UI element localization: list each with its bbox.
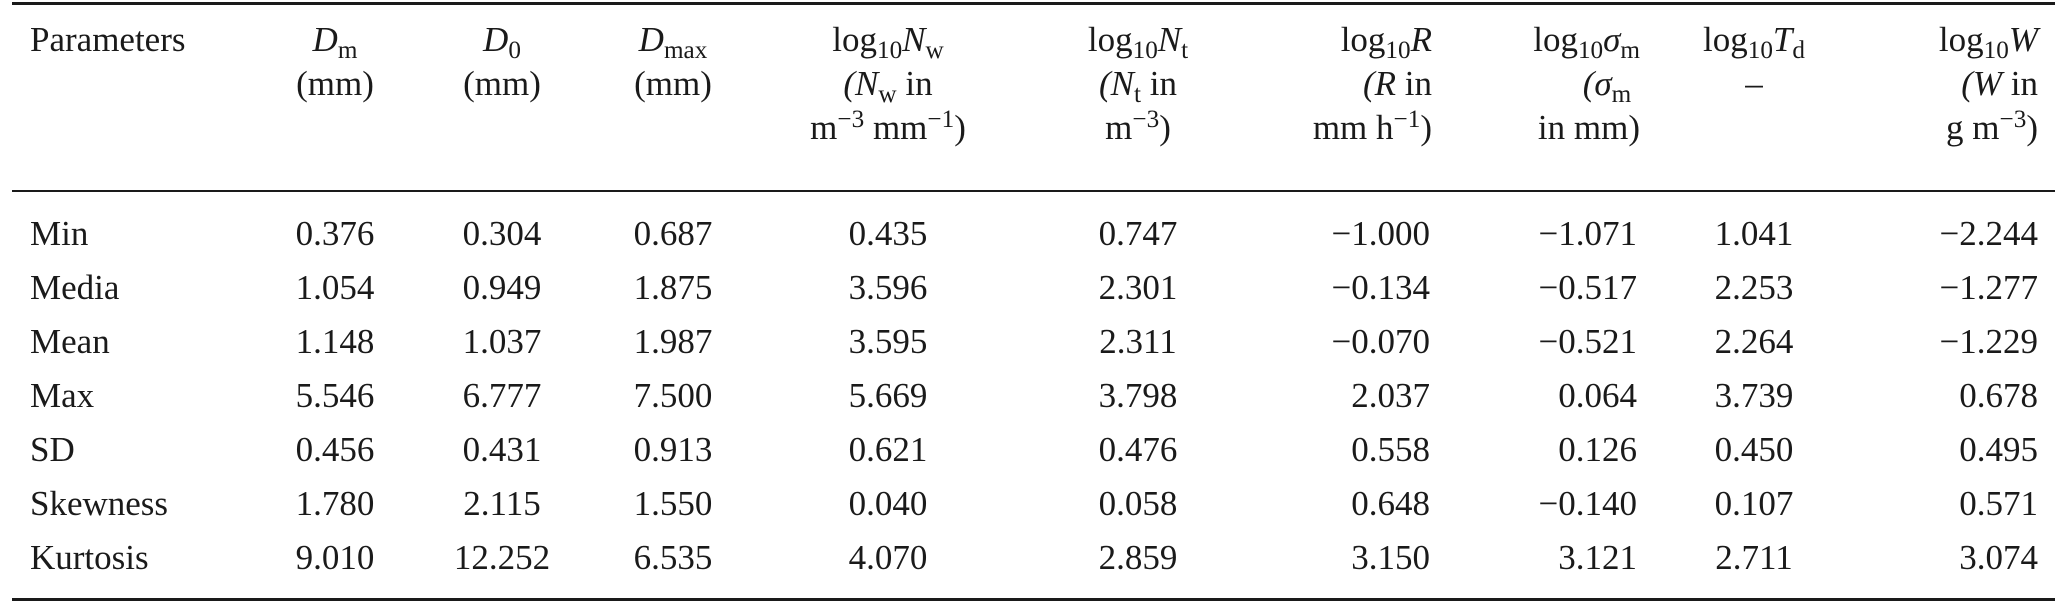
cell-log-r: 0.558 (1351, 430, 1430, 469)
cell-log-r: 3.150 (1351, 538, 1430, 577)
cell-dm: 5.546 (295, 376, 375, 415)
cell-dmax: 1.550 (633, 484, 713, 523)
cell-dmax: 1.875 (633, 268, 713, 307)
header-log-w: log10W (W in g m−3) (1938, 20, 2038, 147)
cell-log-nw: 0.435 (848, 214, 928, 253)
cell-d0: 0.431 (462, 430, 542, 469)
row-label: SD (30, 430, 75, 469)
cell-dmax: 0.913 (633, 430, 713, 469)
cell-dm: 0.456 (295, 430, 375, 469)
cell-d0: 6.777 (462, 376, 542, 415)
row-label: Skewness (30, 484, 169, 523)
cell-log-r: −0.070 (1331, 322, 1431, 361)
cell-dmax: 7.500 (633, 376, 713, 415)
cell-log-r: −0.134 (1331, 268, 1431, 307)
cell-log-r: 0.648 (1351, 484, 1430, 523)
cell-log-td: 2.253 (1714, 268, 1794, 307)
cell-log-w: −2.244 (1939, 214, 2039, 253)
cell-dm: 1.054 (295, 268, 375, 307)
cell-log-td: 2.711 (1715, 538, 1793, 577)
cell-dm: 1.780 (295, 484, 375, 523)
cell-d0: 2.115 (463, 484, 541, 523)
cell-log-sigma-m: 0.126 (1558, 430, 1637, 469)
row-label: Kurtosis (30, 538, 149, 577)
cell-log-nw: 0.040 (848, 484, 928, 523)
cell-log-w: −1.229 (1939, 322, 2039, 361)
cell-log-nw: 0.621 (848, 430, 928, 469)
cell-log-nw: 4.070 (848, 538, 928, 577)
cell-log-r: −1.000 (1331, 214, 1431, 253)
cell-d0: 0.949 (462, 268, 542, 307)
cell-log-nt: 2.311 (1099, 322, 1177, 361)
cell-dm: 0.376 (295, 214, 375, 253)
cell-log-td: 0.450 (1714, 430, 1794, 469)
cell-log-w: 0.571 (1959, 484, 2038, 523)
cell-log-nw: 3.595 (848, 322, 928, 361)
cell-d0: 12.252 (453, 538, 551, 577)
header-log-sigma-m: log10σm (σm in mm) (1533, 20, 1640, 147)
header-log-r: log10R (R in mm h−1) (1312, 20, 1432, 147)
table-header-rule (12, 190, 2055, 192)
row-label: Min (30, 214, 89, 253)
cell-log-nt: 0.747 (1098, 214, 1178, 253)
cell-log-r: 2.037 (1351, 376, 1430, 415)
cell-log-td: 1.041 (1714, 214, 1794, 253)
row-label: Mean (30, 322, 110, 361)
cell-log-nw: 3.596 (848, 268, 928, 307)
table-top-rule (12, 2, 2055, 5)
cell-log-w: −1.277 (1939, 268, 2039, 307)
cell-log-sigma-m: 3.121 (1558, 538, 1637, 577)
cell-d0: 0.304 (462, 214, 542, 253)
cell-dm: 1.148 (295, 322, 375, 361)
cell-log-sigma-m: 0.064 (1558, 376, 1637, 415)
cell-log-sigma-m: −0.140 (1538, 484, 1638, 523)
cell-log-w: 0.678 (1959, 376, 2038, 415)
header-dmax: Dmax (mm) (634, 20, 712, 103)
table-bottom-rule (12, 598, 2055, 601)
row-label: Max (30, 376, 95, 415)
cell-log-nt: 0.058 (1098, 484, 1178, 523)
row-label: Media (30, 268, 120, 307)
header-log-nt: log10Nt (Nt in m−3) (1087, 20, 1189, 147)
cell-log-td: 0.107 (1714, 484, 1794, 523)
cell-dm: 9.010 (295, 538, 375, 577)
header-d0: D0 (mm) (463, 20, 541, 103)
cell-log-sigma-m: −0.517 (1538, 268, 1638, 307)
header-parameters: Parameters (30, 20, 186, 59)
cell-log-nw: 5.669 (848, 376, 928, 415)
cell-log-w: 0.495 (1959, 430, 2038, 469)
cell-log-nt: 2.859 (1098, 538, 1178, 577)
header-dm: Dm (mm) (296, 20, 374, 103)
header-log-td: log10Td – (1703, 20, 1805, 103)
cell-log-td: 2.264 (1714, 322, 1794, 361)
cell-dmax: 1.987 (633, 322, 713, 361)
cell-dmax: 6.535 (633, 538, 713, 577)
cell-log-td: 3.739 (1714, 376, 1794, 415)
cell-dmax: 0.687 (633, 214, 713, 253)
cell-log-sigma-m: −0.521 (1538, 322, 1638, 361)
cell-log-nt: 3.798 (1098, 376, 1178, 415)
cell-log-nt: 2.301 (1098, 268, 1178, 307)
header-log-nw: log10Nw (Nw in m−3 mm−1) (810, 20, 966, 147)
cell-log-w: 3.074 (1959, 538, 2038, 577)
cell-d0: 1.037 (462, 322, 542, 361)
cell-log-nt: 0.476 (1098, 430, 1178, 469)
cell-log-sigma-m: −1.071 (1538, 214, 1638, 253)
